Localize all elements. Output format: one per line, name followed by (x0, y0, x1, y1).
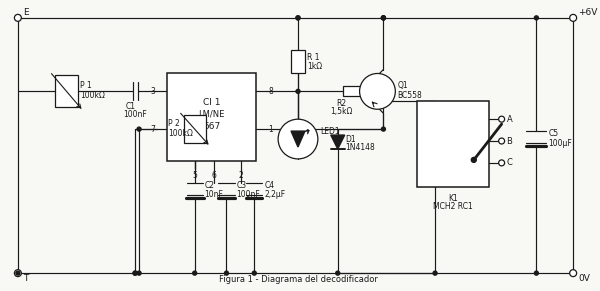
Text: E: E (23, 8, 28, 17)
Text: 1,5kΩ: 1,5kΩ (330, 107, 352, 116)
Bar (55, 75, 79, 107)
Text: 1N4148: 1N4148 (346, 143, 376, 152)
Polygon shape (291, 131, 305, 147)
Text: K1: K1 (448, 194, 458, 203)
Circle shape (359, 74, 395, 109)
Bar (184, 115, 206, 143)
Text: MCH2 RC1: MCH2 RC1 (433, 202, 473, 211)
Text: C5: C5 (548, 129, 559, 138)
Text: LED1: LED1 (320, 127, 340, 136)
Text: 2: 2 (239, 171, 244, 180)
Bar (343, 86, 365, 96)
Text: R 1: R 1 (307, 53, 319, 62)
Circle shape (278, 119, 318, 159)
Circle shape (382, 127, 385, 131)
Text: 1: 1 (268, 125, 273, 134)
Text: 3: 3 (150, 87, 155, 96)
Text: Q1: Q1 (397, 81, 408, 90)
Text: A: A (506, 115, 512, 124)
Circle shape (433, 271, 437, 275)
Circle shape (133, 271, 137, 275)
Text: T: T (23, 274, 28, 283)
Text: 100kΩ: 100kΩ (80, 91, 106, 100)
Circle shape (472, 157, 476, 162)
Text: CI 1: CI 1 (203, 98, 220, 107)
Bar (417, 101, 489, 187)
Text: B: B (506, 136, 512, 146)
Text: 100nF: 100nF (236, 190, 260, 199)
Circle shape (137, 127, 141, 131)
Text: C3: C3 (236, 181, 247, 190)
Circle shape (14, 14, 22, 21)
Text: 7: 7 (150, 125, 155, 134)
Circle shape (535, 271, 538, 275)
Text: 0V: 0V (578, 274, 590, 283)
Circle shape (296, 16, 300, 20)
Text: 100μF: 100μF (548, 139, 572, 148)
Circle shape (535, 16, 538, 20)
Circle shape (499, 160, 505, 166)
Text: 10nF: 10nF (205, 190, 223, 199)
Text: 6: 6 (211, 171, 216, 180)
Circle shape (499, 116, 505, 122)
Circle shape (253, 271, 256, 275)
Circle shape (224, 271, 229, 275)
Circle shape (16, 271, 20, 275)
Text: 2,2μF: 2,2μF (264, 190, 286, 199)
Polygon shape (331, 135, 344, 149)
Text: Figura 1 - Diagrama del decodificador: Figura 1 - Diagrama del decodificador (218, 275, 377, 284)
Circle shape (296, 16, 300, 20)
Circle shape (569, 14, 577, 21)
Text: C2: C2 (205, 181, 215, 190)
Text: 1kΩ: 1kΩ (307, 62, 322, 71)
Text: R2: R2 (336, 99, 346, 108)
Text: 5: 5 (192, 171, 197, 180)
Circle shape (382, 16, 385, 20)
Circle shape (382, 16, 385, 20)
Text: P 1: P 1 (80, 81, 92, 90)
Text: +6V: +6V (578, 8, 598, 17)
Text: 8: 8 (268, 87, 273, 96)
Text: C1: C1 (126, 102, 136, 111)
Text: P 2: P 2 (168, 119, 179, 128)
Circle shape (296, 89, 300, 93)
Bar (291, 50, 305, 74)
Text: C: C (506, 158, 512, 167)
Circle shape (14, 270, 22, 277)
Circle shape (336, 271, 340, 275)
Bar (167, 74, 256, 161)
Text: C4: C4 (264, 181, 274, 190)
Circle shape (193, 271, 197, 275)
Text: BC558: BC558 (397, 91, 422, 100)
Text: 567: 567 (203, 122, 220, 131)
Circle shape (569, 270, 577, 277)
Circle shape (133, 271, 137, 275)
Text: 100kΩ: 100kΩ (168, 129, 193, 138)
Text: LM/NE: LM/NE (199, 110, 225, 119)
Text: D1: D1 (346, 134, 356, 143)
Text: 100nF: 100nF (123, 110, 147, 119)
Circle shape (382, 16, 385, 20)
Circle shape (499, 138, 505, 144)
Circle shape (137, 271, 141, 275)
